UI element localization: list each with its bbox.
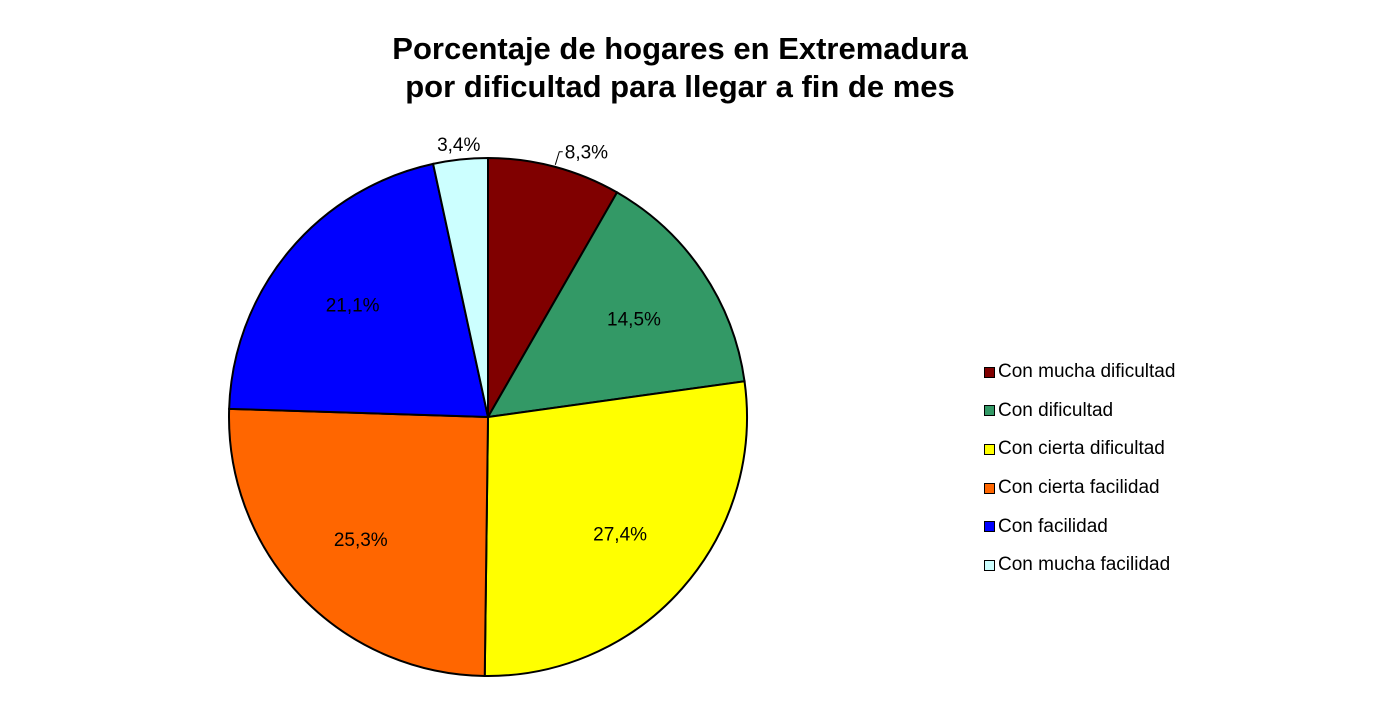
pie-slice-con-dificultad <box>486 191 746 419</box>
data-label-con-cierta-facilidad: 25,3% <box>334 530 388 551</box>
legend-swatch <box>984 443 995 455</box>
legend-swatch <box>984 521 995 533</box>
pie-slice-con-facilidad <box>228 162 490 419</box>
pie-slice-con-mucha-dificultad <box>487 156 619 421</box>
legend-item-con-dificultad: Con dificultad <box>984 392 1175 431</box>
legend-swatch <box>984 366 995 378</box>
chart-title-line-2: por dificultad para llegar a fin de mes <box>405 69 955 104</box>
legend-item-con-facilidad: Con facilidad <box>984 507 1175 546</box>
pie-slice-con-mucha-facilidad <box>431 156 489 418</box>
pie-slice-con-cierta-dificultad <box>483 380 748 677</box>
data-label-con-mucha-facilidad: 3,4% <box>437 135 480 156</box>
legend-label: Con facilidad <box>998 515 1108 537</box>
legend-item-con-mucha-facilidad: Con mucha facilidad <box>984 546 1175 585</box>
legend-swatch <box>984 559 995 571</box>
data-label-con-facilidad: 21,1% <box>326 295 380 316</box>
chart-legend: Con mucha dificultad Con dificultad Con ci… <box>984 353 1175 585</box>
legend-label: Con cierta facilidad <box>998 477 1160 499</box>
leader-line-con-mucha-dificultad <box>554 151 563 165</box>
data-label-con-cierta-dificultad: 27,4% <box>593 524 647 545</box>
data-label-con-dificultad: 14,5% <box>607 309 661 330</box>
legend-label: Con cierta dificultad <box>998 438 1165 460</box>
data-label-con-mucha-dificultad: 8,3% <box>565 143 608 164</box>
legend-item-con-cierta-dificultad: Con cierta dificultad <box>984 430 1175 469</box>
legend-label: Con mucha dificultad <box>998 361 1176 383</box>
legend-item-con-mucha-dificultad: Con mucha dificultad <box>984 353 1175 392</box>
legend-swatch <box>984 405 995 417</box>
legend-swatch <box>984 482 995 494</box>
legend-label: Con mucha facilidad <box>998 554 1171 576</box>
legend-label: Con dificultad <box>998 399 1114 421</box>
pie-slice-con-cierta-facilidad <box>228 407 490 677</box>
chart-title-line-1: Porcentaje de hogares en Extremadura <box>392 31 968 66</box>
legend-item-con-cierta-facilidad: Con cierta facilidad <box>984 469 1175 508</box>
chart-title: Porcentaje de hogares en Extremadura por… <box>0 30 1360 106</box>
